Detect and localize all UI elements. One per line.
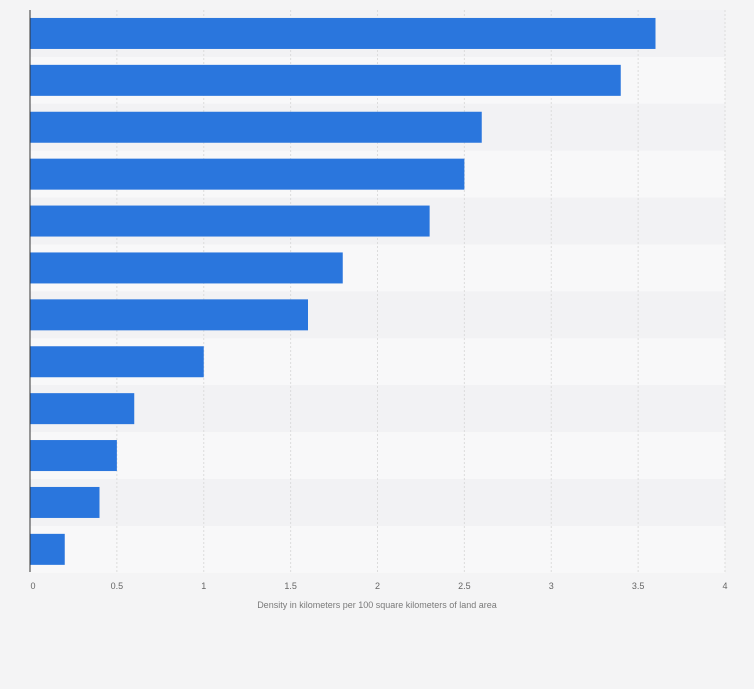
row-band [30, 525, 725, 573]
x-tick-label: 2 [375, 581, 380, 591]
x-tick-label: 0 [30, 581, 35, 591]
x-tick-label: 3.5 [632, 581, 645, 591]
bar[interactable] [30, 299, 308, 331]
x-tick-label: 2.5 [458, 581, 471, 591]
row-band [30, 385, 725, 433]
bar[interactable] [30, 533, 65, 565]
bar[interactable] [30, 252, 343, 284]
x-tick-labels: 0 0.5 1 1.5 2 2.5 3 3.5 4 [30, 581, 727, 591]
bar[interactable] [30, 111, 482, 143]
x-axis-title: Density in kilometers per 100 square kil… [257, 600, 497, 610]
x-tick-label: 4 [722, 581, 727, 591]
bar[interactable] [30, 158, 465, 190]
bar[interactable] [30, 440, 117, 472]
x-tick-label: 3 [549, 581, 554, 591]
x-tick-label: 1.5 [284, 581, 297, 591]
x-tick-label: 0.5 [111, 581, 124, 591]
bar[interactable] [30, 393, 135, 425]
bar[interactable] [30, 346, 204, 378]
bar[interactable] [30, 64, 621, 96]
x-tick-label: 1 [201, 581, 206, 591]
gridlines [116, 10, 726, 573]
bars [30, 17, 656, 565]
bar[interactable] [30, 205, 430, 237]
bar[interactable] [30, 17, 656, 49]
bar[interactable] [30, 486, 100, 518]
